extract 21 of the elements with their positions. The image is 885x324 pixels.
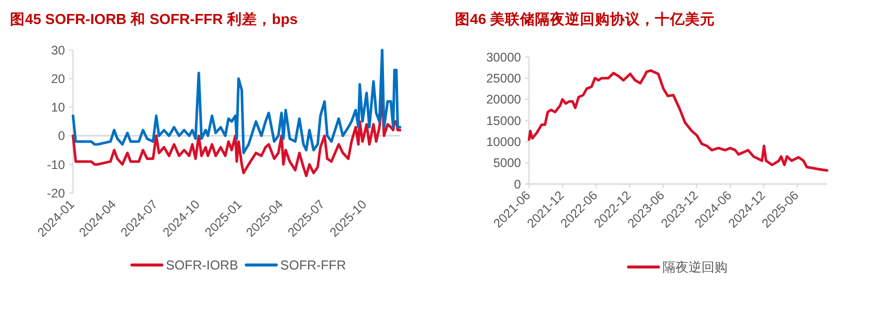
line-series bbox=[72, 48, 402, 154]
y-tick-label: 15000 bbox=[486, 114, 522, 128]
y-tick-label: 10000 bbox=[486, 135, 522, 150]
chart-title: 图46 美联储隔夜逆回购协议，十亿美元 bbox=[455, 10, 716, 28]
y-tick-label: 30 bbox=[51, 43, 66, 58]
line-series bbox=[528, 69, 828, 172]
y-tick-label: 25000 bbox=[486, 72, 522, 86]
y-tick-label: 0 bbox=[58, 129, 66, 144]
y-tick-label: 5000 bbox=[493, 156, 522, 170]
y-tick-label: -20 bbox=[46, 186, 66, 200]
legend-label: 隔夜逆回购 bbox=[662, 260, 728, 275]
y-tick-label: 20000 bbox=[486, 92, 522, 107]
line-series bbox=[72, 94, 402, 178]
legend-label: SOFR-IORB bbox=[166, 258, 238, 273]
chart-title: 图45 SOFR-IORB 和 SOFR-FFR 利差，bps bbox=[10, 11, 298, 28]
y-tick-label: 30000 bbox=[486, 50, 522, 64]
y-tick-label: 10 bbox=[51, 100, 66, 115]
y-tick-label: 20 bbox=[51, 72, 66, 86]
legend-label: SOFR-FFR bbox=[280, 258, 346, 273]
y-tick-label: 0 bbox=[514, 177, 522, 192]
y-tick-label: -10 bbox=[46, 158, 66, 172]
